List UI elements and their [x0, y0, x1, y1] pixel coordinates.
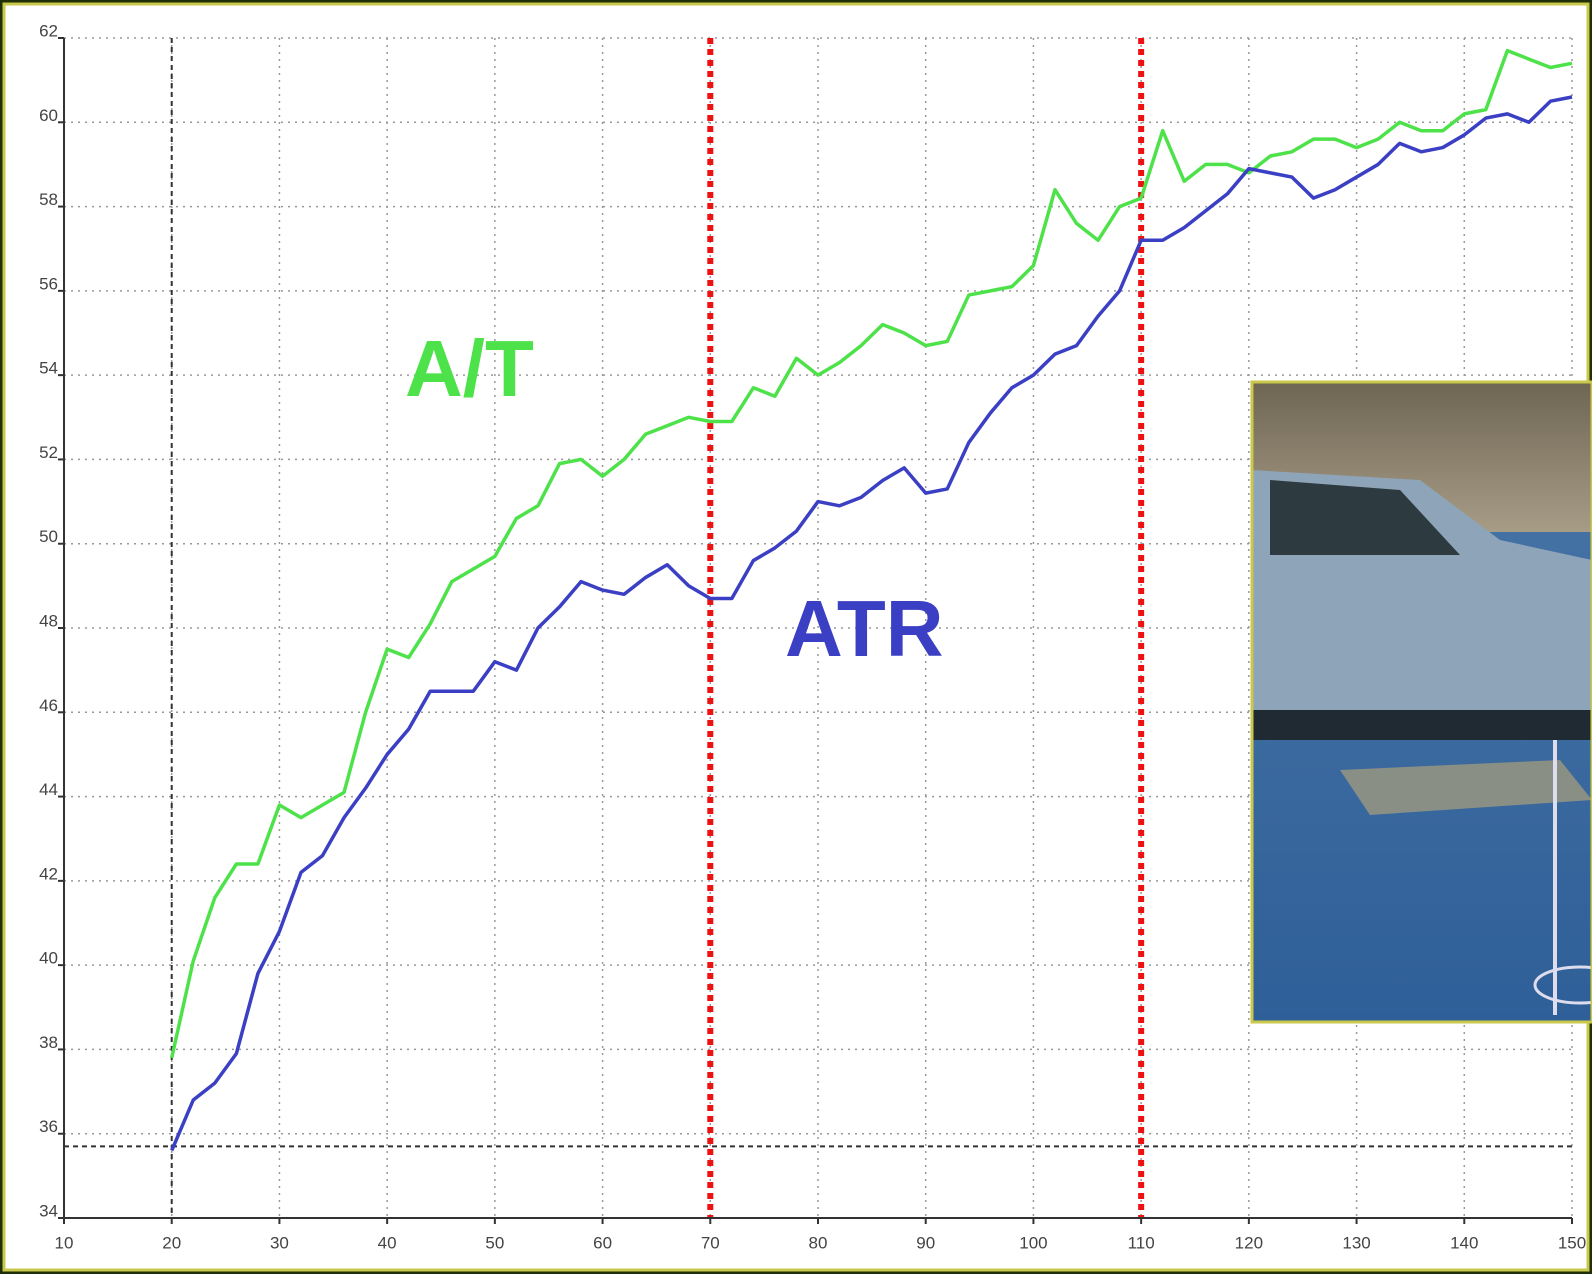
x-tick-label: 90 — [916, 1233, 935, 1252]
x-tick-label: 50 — [485, 1233, 504, 1252]
x-tick-label: 20 — [162, 1233, 181, 1252]
x-tick-label: 130 — [1342, 1233, 1370, 1252]
y-tick-label: 46 — [39, 696, 58, 715]
y-tick-label: 60 — [39, 106, 58, 125]
y-tick-label: 54 — [39, 359, 58, 378]
y-tick-label: 38 — [39, 1033, 58, 1052]
series-label: ATR — [785, 584, 943, 673]
y-tick-label: 44 — [39, 780, 58, 799]
y-tick-label: 50 — [39, 527, 58, 546]
y-tick-label: 62 — [39, 21, 58, 40]
y-tick-label: 56 — [39, 274, 58, 293]
x-tick-label: 140 — [1450, 1233, 1478, 1252]
axes: 34 36 38 40 42 44 46 48 50 52 54 56 58 60 62 10 20 30 40 50… — [39, 21, 1586, 1252]
y-tick-label: 40 — [39, 949, 58, 968]
y-tick-label: 42 — [39, 864, 58, 883]
x-tick-label: 60 — [593, 1233, 612, 1252]
y-tick-label: 34 — [39, 1201, 58, 1220]
series-line — [170, 48, 1573, 1059]
x-tick-label: 120 — [1235, 1233, 1263, 1252]
x-tick-label: 80 — [809, 1233, 828, 1252]
x-tick-label: 110 — [1128, 1233, 1155, 1252]
x-tick-label: 10 — [55, 1233, 74, 1252]
x-tick-label: 30 — [270, 1233, 289, 1252]
x-tick-label: 100 — [1019, 1233, 1047, 1252]
x-tick-label: 40 — [378, 1233, 397, 1252]
series-line — [170, 95, 1573, 1152]
y-tick-label: 36 — [39, 1117, 58, 1136]
y-tick-label: 48 — [39, 611, 58, 630]
y-tick-label: 58 — [39, 190, 58, 209]
series-group — [170, 48, 1573, 1152]
x-tick-label: 150 — [1558, 1233, 1586, 1252]
series-label: A/T — [405, 324, 534, 413]
reference-lines — [64, 38, 1572, 1218]
photo — [1250, 380, 1592, 1024]
x-tick-label: 70 — [701, 1233, 720, 1252]
y-tick-label: 52 — [39, 443, 58, 462]
